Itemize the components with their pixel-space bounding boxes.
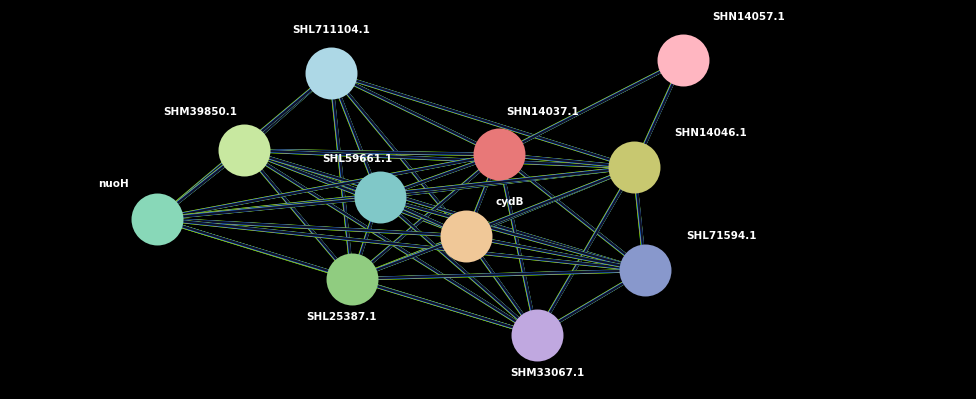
Text: SHM33067.1: SHM33067.1 <box>510 368 585 378</box>
Text: SHN14046.1: SHN14046.1 <box>674 128 747 138</box>
Point <box>372 194 387 201</box>
Text: SHL59661.1: SHL59661.1 <box>323 154 393 164</box>
Point <box>149 215 165 222</box>
Point <box>529 332 545 338</box>
Text: cydB: cydB <box>496 197 524 207</box>
Text: nuoH: nuoH <box>99 180 129 190</box>
Point <box>637 267 653 273</box>
Point <box>627 164 642 170</box>
Text: SHN14057.1: SHN14057.1 <box>712 12 785 22</box>
Text: SHL71594.1: SHL71594.1 <box>686 231 756 241</box>
Point <box>491 151 507 158</box>
Point <box>345 276 360 282</box>
Point <box>323 70 339 76</box>
Text: SHL711104.1: SHL711104.1 <box>292 25 370 35</box>
Text: SHM39850.1: SHM39850.1 <box>164 107 237 117</box>
Point <box>675 57 691 63</box>
Point <box>236 147 252 153</box>
Point <box>459 233 474 239</box>
Text: SHL25387.1: SHL25387.1 <box>306 312 377 322</box>
Text: SHN14037.1: SHN14037.1 <box>506 107 579 117</box>
